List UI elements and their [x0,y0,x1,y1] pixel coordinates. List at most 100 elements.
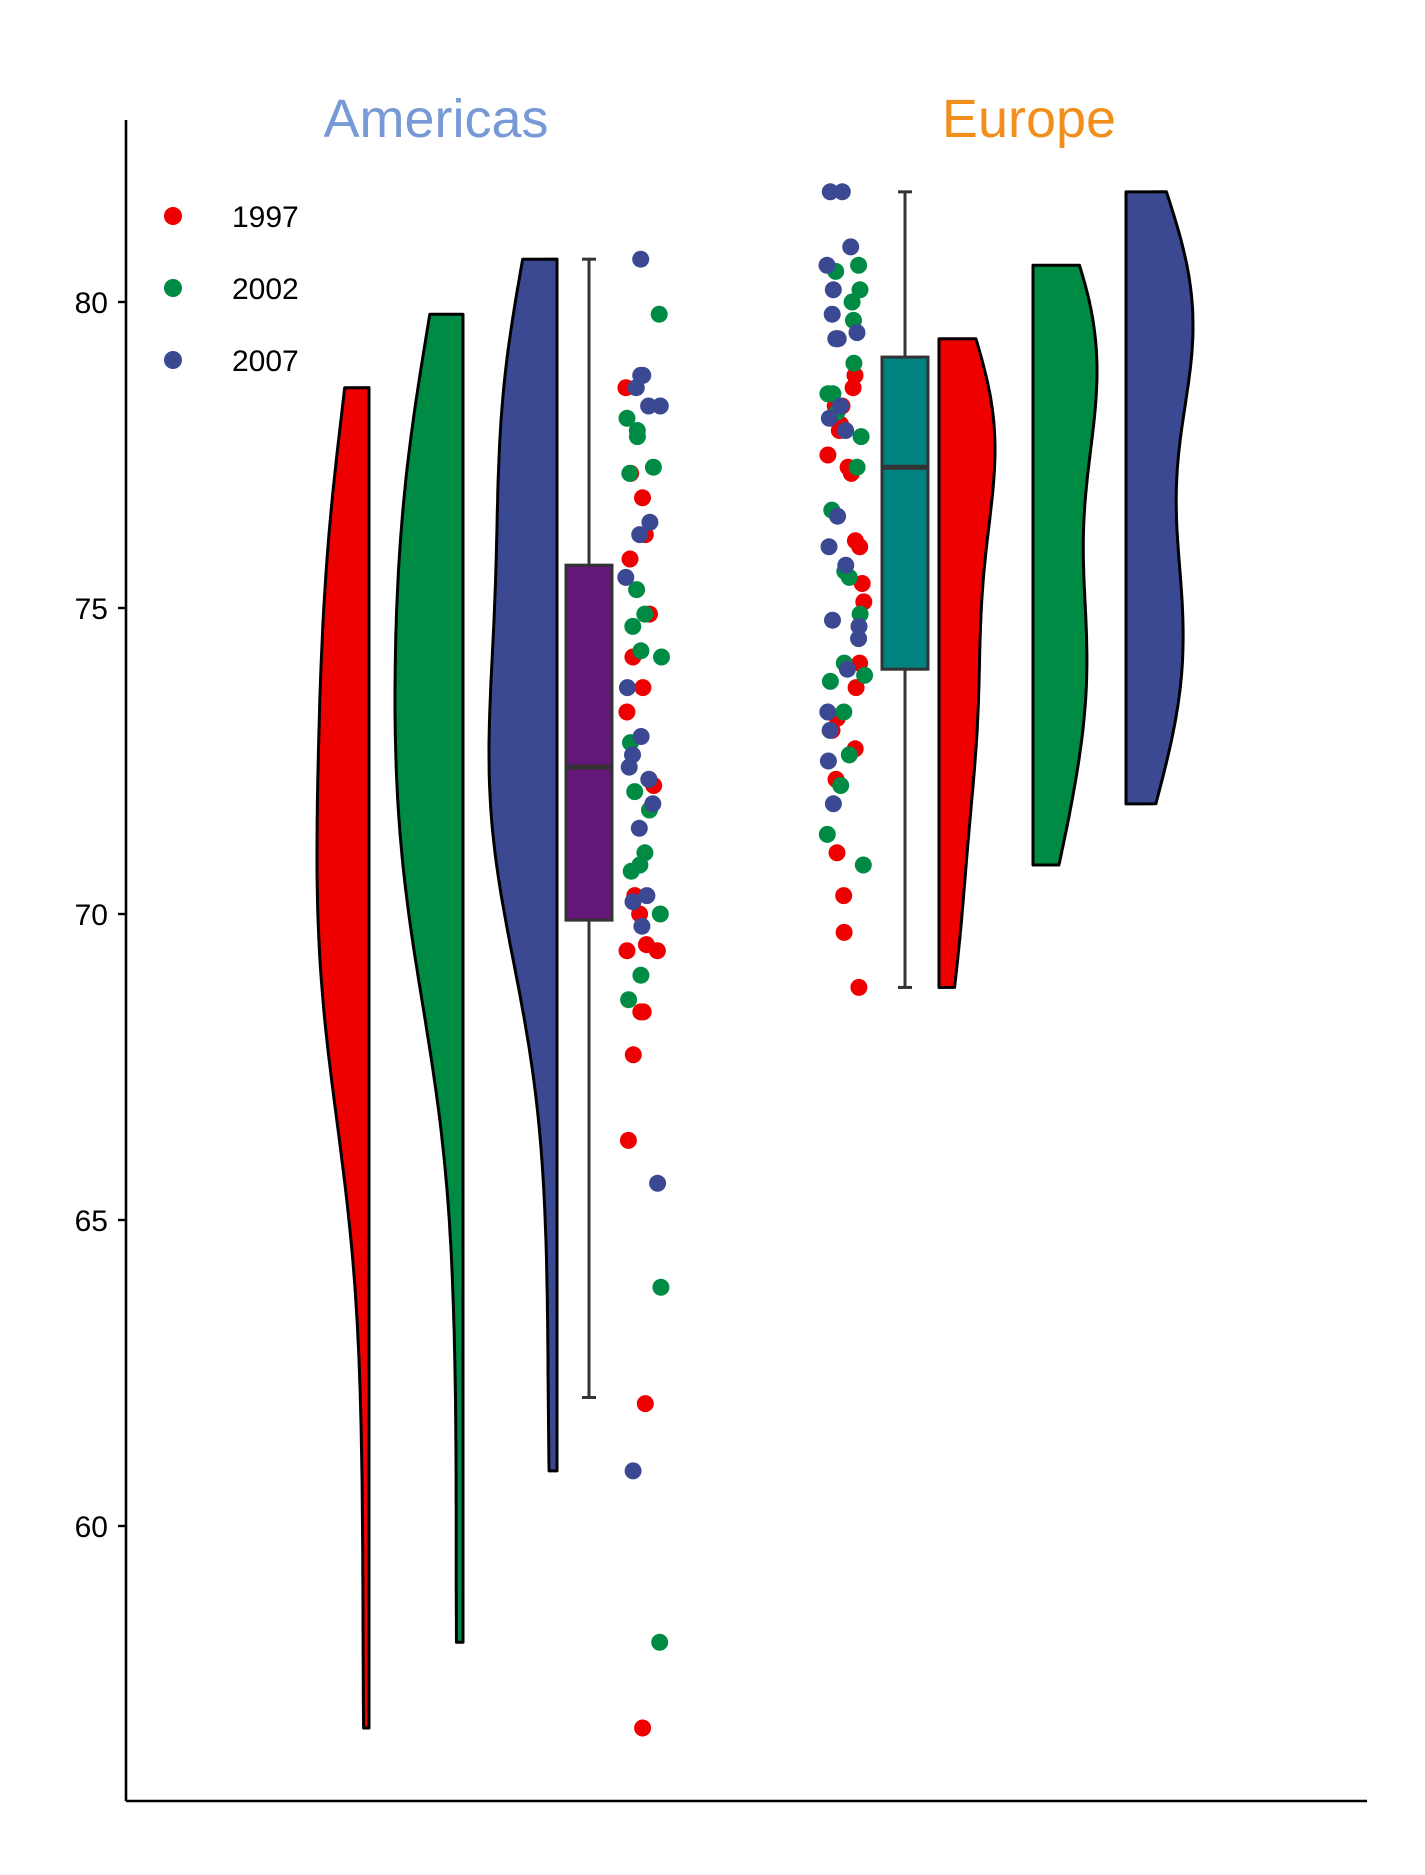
point-europe-1997-3 [828,844,846,862]
point-americas-2002-21 [650,305,668,323]
cloud-americas-1997 [315,386,371,1730]
point-europe-2007-11 [837,422,855,439]
point-europe-1997-13 [846,532,864,550]
point-americas-2002-1 [652,1278,670,1296]
point-americas-2007-4 [638,887,656,905]
point-europe-2007-17 [823,305,841,323]
point-europe-2002-17 [845,354,863,372]
point-americas-2007-15 [640,397,658,415]
point-americas-2007-14 [641,513,659,531]
legend: 1997 2002 2007 [164,201,299,378]
point-americas-2002-3 [632,966,650,984]
point-americas-1997-13 [618,703,636,721]
point-europe-2002-16 [824,385,842,403]
point-europe-1997-16 [819,446,837,464]
point-europe-2007-19 [818,256,836,274]
point-americas-2002-7 [636,844,654,862]
point-americas-2007-7 [640,770,658,788]
point-americas-2002-14 [636,605,654,623]
point-europe-2007-18 [824,281,842,299]
point-europe-1997-1 [835,923,853,941]
point-europe-2007-3 [819,703,837,721]
point-americas-1997-1 [636,1395,654,1413]
point-europe-1997-0 [850,978,868,996]
point-europe-2002-22 [850,256,868,274]
point-americas-2007-0 [624,1462,642,1480]
point-americas-1997-17 [621,550,639,568]
y-tick-label-65: 65 [75,1205,108,1238]
density-clouds [315,190,1195,1730]
point-europe-2002-5 [821,672,839,690]
point-americas-2007-2 [633,917,651,935]
point-europe-2007-16 [848,324,866,342]
point-europe-1997-11 [853,575,871,592]
point-europe-2007-21 [821,183,839,201]
point-europe-2007-22 [833,183,851,201]
point-europe-2007-9 [820,538,838,556]
point-europe-2007-10 [829,507,847,525]
point-europe-2002-0 [854,856,872,874]
point-europe-2002-1 [818,825,836,843]
point-europe-2002-8 [851,605,869,623]
point-americas-2002-0 [651,1633,669,1651]
point-europe-2007-7 [824,611,841,629]
axes: 60 65 70 75 80 [75,120,1367,1803]
point-americas-2002-12 [632,642,650,660]
point-europe-2002-12 [848,458,866,476]
point-americas-1997-0 [634,1719,652,1737]
point-americas-2002-4 [651,905,669,923]
point-americas-2002-17 [644,458,662,476]
y-tick-label-75: 75 [75,593,108,626]
point-americas-2007-19 [634,366,652,384]
point-europe-2007-8 [837,556,855,574]
point-europe-2002-4 [835,703,853,721]
point-americas-2002-19 [628,422,646,439]
cloud-americas-2007 [487,257,559,1473]
cloud-americas-2002 [393,312,465,1644]
legend-label-2007: 2007 [232,345,299,378]
box-iqr-europe [880,355,930,671]
point-europe-2007-20 [842,238,860,256]
point-europe-2007-13 [832,397,849,415]
point-americas-2002-2 [620,991,638,1009]
point-americas-1997-14 [634,679,652,697]
group-title-americas: Americas [323,89,548,149]
point-americas-2007-12 [617,568,635,586]
point-americas-2007-9 [624,746,641,764]
point-europe-2007-15 [829,330,847,348]
point-europe-2007-2 [821,721,839,739]
point-americas-2002-16 [621,464,639,482]
cloud-europe-2007 [1124,190,1195,806]
point-americas-2002-11 [653,648,670,666]
legend-label-2002: 2002 [232,273,299,306]
point-americas-2007-20 [632,250,650,268]
point-americas-2007-6 [644,795,662,813]
point-americas-1997-5 [634,1003,652,1021]
point-europe-2002-2 [832,777,850,794]
legend-label-1997: 1997 [232,201,299,234]
point-europe-2007-5 [850,630,868,648]
point-americas-1997-6 [618,942,636,960]
y-tick-label-80: 80 [75,287,108,320]
y-ticks: 60 65 70 75 80 [75,287,126,1544]
point-americas-2007-1 [649,1174,667,1192]
point-europe-1997-22 [846,366,864,384]
y-tick-label-70: 70 [75,899,108,932]
point-europe-2002-13 [852,428,870,446]
legend-dot-2002 [164,279,182,297]
group-title-europe: Europe [942,89,1116,149]
point-americas-1997-3 [624,1046,642,1064]
point-americas-1997-8 [637,936,655,954]
jitter-points [617,183,874,1737]
legend-dot-1997 [164,207,182,225]
point-americas-2007-10 [632,728,650,745]
point-europe-2007-6 [850,617,868,635]
point-europe-1997-8 [847,679,865,697]
point-americas-2007-5 [630,819,648,837]
point-americas-1997-19 [634,489,651,507]
point-americas-2007-11 [618,679,636,697]
cloud-europe-2002 [1031,263,1099,867]
boxplots [564,190,930,1399]
cloud-europe-1997 [937,337,997,989]
point-americas-2007-16 [651,397,669,415]
